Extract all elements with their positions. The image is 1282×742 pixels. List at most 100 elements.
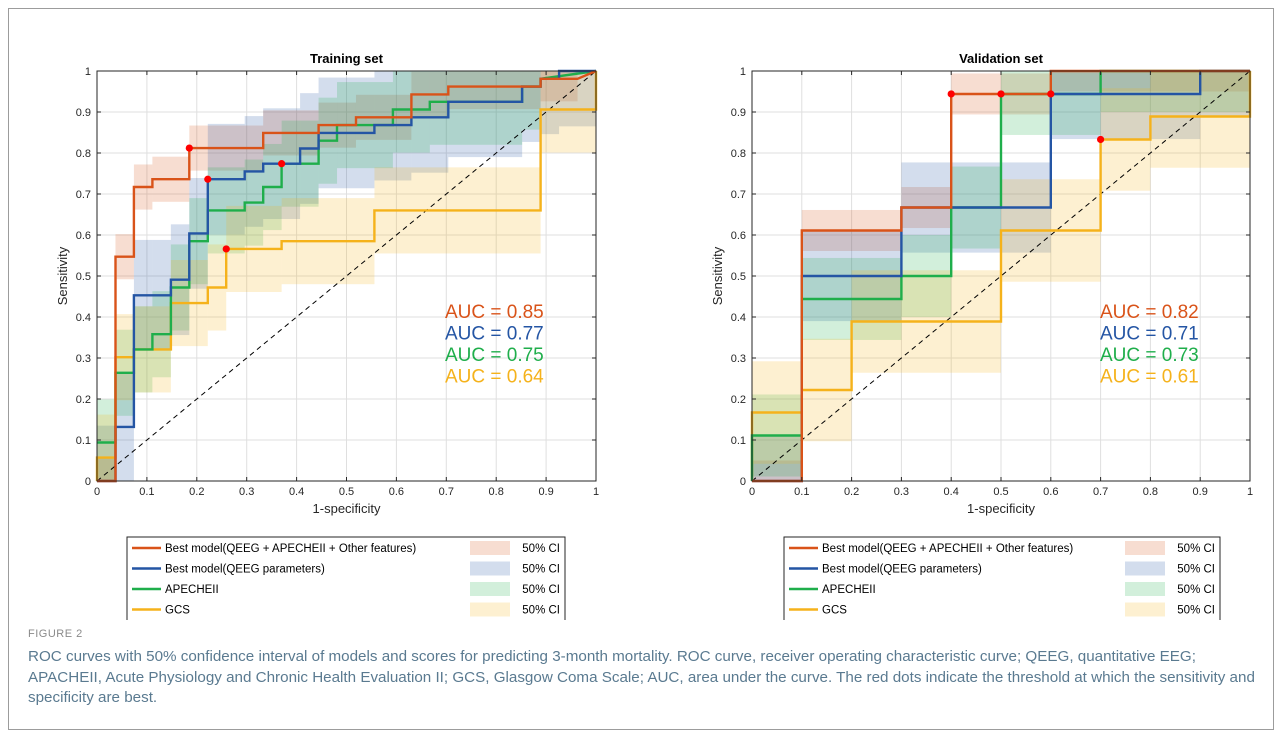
x-tick-label: 0.4: [289, 486, 304, 498]
ci-band: [1001, 71, 1051, 135]
x-tick-label: 0.4: [944, 486, 959, 498]
x-tick-label: 0.3: [239, 486, 254, 498]
legend-ci-swatch: [1125, 582, 1165, 596]
grid: [97, 71, 596, 481]
x-tick-label: 0: [749, 486, 755, 498]
y-tick-label: 0.6: [76, 230, 91, 242]
legend-ci-swatch: [1125, 541, 1165, 555]
roc-line-gcs: [95, 71, 598, 481]
legend-ci-label: 50% CI: [522, 564, 560, 576]
y-tick-label: 0.4: [731, 312, 746, 324]
x-tick-label: 0.8: [1143, 486, 1158, 498]
auc-label: AUC = 0.64: [445, 367, 544, 388]
ci-band: [752, 435, 802, 481]
roc-line-apecheii: [97, 69, 597, 444]
legend-label: Best model(QEEG + APECHEII + Other featu…: [822, 543, 1073, 555]
y-tick-label: 1: [85, 66, 91, 78]
ci-band: [448, 71, 523, 158]
legend-ci-swatch: [470, 541, 510, 555]
optimal-point: [997, 90, 1005, 98]
x-tick-label: 0.6: [1043, 486, 1058, 498]
x-tick-label: 0.6: [389, 486, 404, 498]
x-tick-label: 0.3: [894, 486, 909, 498]
roc-line-best-model-qeeg-apecheii-other-features-: [97, 69, 597, 483]
ci-band: [97, 425, 116, 481]
x-tick-label: 0.1: [794, 486, 809, 498]
figure-caption: ROC curves with 50% confidence interval …: [28, 648, 1255, 706]
optimal-point: [1047, 90, 1055, 98]
chart-title: Validation set: [959, 51, 1043, 66]
ticks: 00 0.1 0.1 0.2 0.2 0.3 0.3 0.4 0.4 0.5 0.5 0.6 0.6 0.…: [731, 66, 1253, 498]
y-tick-label: 0.3: [731, 353, 746, 365]
y-tick-label: 0.9: [731, 107, 746, 119]
y-tick-label: 1: [740, 66, 746, 78]
auc-label: AUC = 0.85: [445, 302, 544, 323]
legend-ci-label: 50% CI: [1177, 543, 1215, 555]
y-tick-label: 0.5: [76, 271, 91, 283]
x-tick-label: 0.2: [844, 486, 859, 498]
auc-label: AUC = 0.71: [1100, 324, 1199, 345]
chart-validation: 00 0.1 0.1 0.2 0.2 0.3 0.3 0.4 0.4 0.5 0.5 0.6 0.6 0.…: [710, 51, 1253, 620]
y-tick-label: 0.1: [731, 435, 746, 447]
ci-band: [1200, 71, 1250, 117]
x-axis-label: 1-specificity: [967, 501, 1035, 516]
x-tick-label: 0.7: [1093, 486, 1108, 498]
x-tick-label: 0: [94, 486, 100, 498]
auc-label: AUC = 0.73: [1100, 345, 1199, 366]
y-tick-label: 0.6: [731, 230, 746, 242]
auc-label: AUC = 0.75: [445, 345, 544, 366]
x-tick-label: 0.5: [993, 486, 1008, 498]
x-tick-label: 0.9: [1193, 486, 1208, 498]
x-tick-label: 0.7: [439, 486, 454, 498]
x-axis-label: 1-specificity: [313, 501, 381, 516]
legend: Best model(QEEG + APECHEII + Other featu…: [783, 536, 1221, 620]
ci-band: [1050, 71, 1201, 140]
optimal-point: [204, 175, 212, 183]
x-tick-label: 1: [1247, 486, 1253, 498]
y-tick-label: 0: [740, 476, 746, 488]
ci-band: [97, 458, 116, 481]
y-tick-label: 0.1: [76, 435, 91, 447]
y-tick-label: 0.9: [76, 107, 91, 119]
optimal-point: [947, 90, 955, 98]
legend-label: Best model(QEEG parameters): [822, 564, 982, 576]
legend-label: GCS: [165, 605, 190, 617]
ci-band: [559, 71, 596, 127]
legend-label: APECHEII: [165, 584, 219, 596]
legend-ci-swatch: [1125, 561, 1165, 576]
legend-ci-label: 50% CI: [1177, 584, 1215, 596]
optimal-point: [185, 144, 193, 152]
series-lines: [750, 69, 1252, 483]
series-lines: [95, 69, 598, 483]
ci-band: [97, 399, 116, 481]
y-tick-label: 0.8: [731, 148, 746, 160]
roc-charts: 000.10.10.20.20.30.30.40.40.50.50.60.60.…: [55, 51, 1253, 620]
legend-label: Best model(QEEG + APECHEII + Other featu…: [165, 543, 416, 555]
y-tick-label: 0: [85, 476, 91, 488]
auc-label: AUC = 0.82: [1100, 302, 1199, 323]
ci-band: [1100, 71, 1250, 92]
x-tick-label: 0.2: [189, 486, 204, 498]
legend-ci-label: 50% CI: [522, 605, 560, 617]
ci-band: [1050, 71, 1101, 135]
y-tick-label: 0.2: [731, 394, 746, 406]
chart-training: 00 0.1 0.1 0.2 0.2 0.3 0.3 0.4 0.4 0.5 0.5 0.6 0.6 0.…: [55, 51, 599, 620]
ci-band: [1050, 71, 1101, 92]
legend-ci-swatch: [470, 602, 510, 617]
y-tick-label: 0.4: [76, 312, 91, 324]
ci-band: [522, 71, 541, 142]
ci-band: [429, 71, 523, 145]
x-tick-label: 0.5: [339, 486, 354, 498]
y-tick-label: 0.3: [76, 353, 91, 365]
x-tick-label: 1: [593, 486, 599, 498]
ci-band: [522, 71, 541, 130]
optimal-point: [222, 245, 230, 253]
legend-label: Best model(QEEG parameters): [165, 564, 325, 576]
legend-box: [126, 536, 566, 620]
optimal-point: [278, 160, 286, 168]
x-tick-label: 0.9: [538, 486, 553, 498]
figure-label: FIGURE 2: [28, 628, 83, 640]
ticks: 00 0.1 0.1 0.2 0.2 0.3 0.3 0.4 0.4 0.5 0.5 0.6 0.6 0.…: [76, 66, 599, 498]
